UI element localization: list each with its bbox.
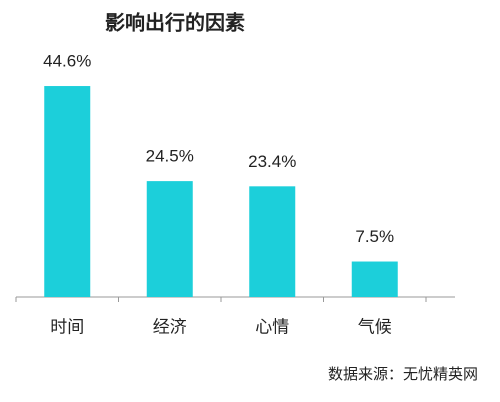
bar xyxy=(351,261,398,297)
x-tick-label: 心情 xyxy=(255,317,289,336)
value-label: 23.4% xyxy=(248,152,296,171)
bar xyxy=(249,186,296,297)
bar xyxy=(146,181,193,297)
x-tick-label: 时间 xyxy=(50,317,84,336)
value-label: 7.5% xyxy=(355,227,394,246)
x-tick-label: 气候 xyxy=(358,317,392,336)
bar xyxy=(44,86,91,298)
value-label: 24.5% xyxy=(146,147,194,166)
value-label: 44.6% xyxy=(43,52,91,71)
chart-title: 影响出行的因素 xyxy=(105,10,245,34)
source-note: 数据来源：无忧精英网 xyxy=(328,365,478,383)
x-tick-label: 经济 xyxy=(153,317,187,336)
